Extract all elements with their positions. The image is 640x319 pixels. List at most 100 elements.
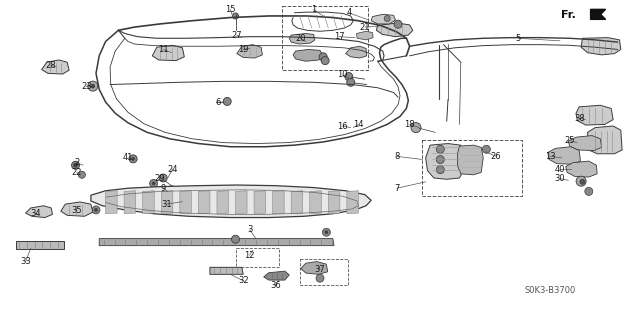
Polygon shape (217, 191, 228, 214)
Text: 32: 32 (238, 276, 248, 285)
Text: 4: 4 (346, 8, 351, 17)
Polygon shape (26, 206, 52, 218)
Polygon shape (458, 145, 483, 175)
Text: 34: 34 (30, 209, 40, 218)
Circle shape (232, 235, 239, 243)
Text: 30: 30 (555, 174, 565, 183)
Text: 6: 6 (215, 98, 220, 107)
Text: 37: 37 (315, 265, 325, 274)
Text: 12: 12 (244, 251, 255, 260)
Text: Fr.: Fr. (561, 10, 575, 20)
Circle shape (79, 171, 85, 178)
Text: 10: 10 (337, 70, 348, 79)
Circle shape (347, 78, 355, 86)
Circle shape (345, 72, 353, 81)
Polygon shape (566, 161, 597, 177)
Text: 20: 20 (296, 34, 306, 43)
Text: 2: 2 (74, 158, 79, 167)
Text: 38: 38 (574, 114, 584, 122)
Polygon shape (346, 46, 367, 58)
Polygon shape (293, 49, 323, 61)
Text: 18: 18 (404, 120, 415, 129)
Polygon shape (161, 191, 173, 214)
Text: 23: 23 (81, 82, 92, 91)
Circle shape (319, 53, 327, 61)
Circle shape (342, 201, 349, 209)
Circle shape (436, 166, 444, 174)
Polygon shape (568, 136, 602, 151)
Circle shape (232, 13, 239, 19)
Polygon shape (426, 144, 464, 179)
Polygon shape (273, 191, 284, 214)
Polygon shape (198, 191, 210, 214)
Polygon shape (264, 271, 289, 280)
Circle shape (129, 155, 137, 163)
Text: 31: 31 (161, 200, 172, 209)
Bar (236, 248, 279, 267)
Polygon shape (548, 147, 580, 164)
Polygon shape (289, 33, 315, 44)
Circle shape (310, 195, 317, 204)
Circle shape (316, 274, 324, 282)
Circle shape (580, 179, 585, 184)
Text: 1: 1 (311, 5, 316, 14)
Circle shape (168, 186, 175, 194)
Circle shape (150, 179, 157, 188)
Circle shape (213, 196, 216, 199)
Polygon shape (581, 38, 621, 55)
Polygon shape (347, 191, 358, 214)
Circle shape (211, 194, 218, 202)
Text: 7: 7 (394, 184, 399, 193)
Text: 13: 13 (545, 152, 556, 161)
Text: 9: 9 (161, 184, 166, 193)
Circle shape (91, 84, 95, 88)
Circle shape (344, 203, 347, 206)
Circle shape (411, 122, 421, 133)
Circle shape (323, 228, 330, 236)
Text: 29: 29 (155, 174, 165, 183)
Circle shape (92, 206, 100, 214)
Polygon shape (328, 191, 340, 214)
Polygon shape (291, 191, 303, 214)
Text: 22: 22 (72, 168, 82, 177)
Polygon shape (91, 185, 371, 218)
Text: 28: 28 (46, 61, 56, 70)
Text: 35: 35 (72, 206, 82, 215)
Text: 36: 36 (270, 281, 280, 290)
Text: 14: 14 (353, 120, 364, 129)
Polygon shape (42, 60, 69, 74)
Polygon shape (591, 9, 605, 19)
Polygon shape (16, 241, 64, 249)
Text: 19: 19 (238, 45, 248, 54)
Polygon shape (210, 267, 243, 274)
Text: 11: 11 (158, 45, 168, 54)
Polygon shape (180, 191, 191, 214)
Text: 27: 27 (232, 31, 242, 40)
Circle shape (159, 174, 167, 182)
Text: 3: 3 (247, 225, 252, 234)
Circle shape (576, 176, 586, 186)
Text: 16: 16 (337, 122, 348, 130)
Circle shape (223, 97, 231, 106)
Circle shape (72, 161, 79, 169)
Polygon shape (576, 105, 613, 125)
Text: 25: 25 (564, 136, 575, 145)
Polygon shape (254, 191, 266, 214)
Polygon shape (588, 126, 622, 154)
Text: 40: 40 (555, 165, 565, 174)
Circle shape (436, 145, 444, 153)
Text: 8: 8 (394, 152, 399, 161)
Circle shape (384, 16, 390, 21)
Polygon shape (152, 45, 184, 61)
Polygon shape (124, 191, 136, 214)
Bar (282, 6, 368, 70)
Circle shape (74, 163, 77, 167)
Polygon shape (99, 239, 334, 246)
Circle shape (394, 20, 402, 28)
Text: S0K3-B3700: S0K3-B3700 (525, 286, 576, 295)
Text: 26: 26 (491, 152, 501, 161)
Polygon shape (237, 45, 262, 58)
Text: 24: 24 (168, 165, 178, 174)
Polygon shape (356, 31, 373, 40)
Circle shape (321, 56, 329, 65)
